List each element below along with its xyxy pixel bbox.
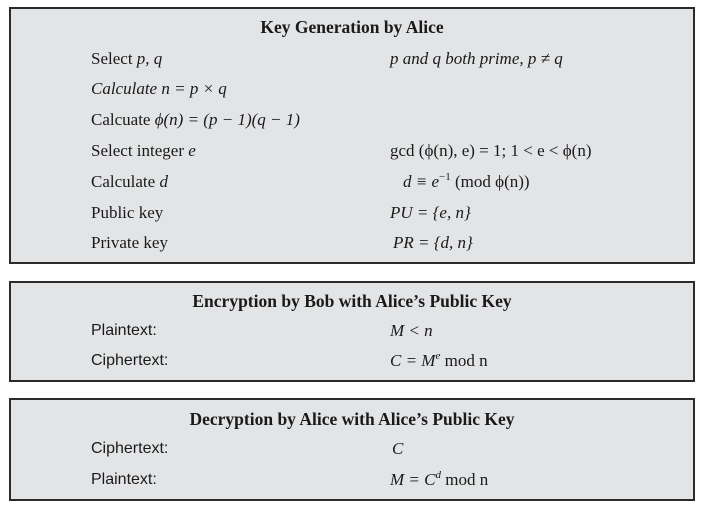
key-generation-title: Key Generation by Alice: [260, 17, 444, 37]
keygen-formula: PU = {e, n}: [390, 203, 471, 222]
keygen-label: Calculate d: [91, 172, 168, 191]
decryption-formula: M = Cd mod n: [390, 469, 489, 490]
keygen-row-calculate-phi: Calcuate ϕ(n) = (p − 1)(q − 1): [11, 110, 693, 132]
encryption-row-plaintext: Plaintext: M < n: [11, 321, 693, 343]
keygen-formula: p and q both prime, p ≠ q: [390, 49, 563, 68]
keygen-label: Select integer e: [91, 141, 196, 160]
keygen-label: Calcuate ϕ(n) = (p − 1)(q − 1): [91, 110, 300, 129]
decryption-label: Plaintext:: [91, 471, 157, 488]
keygen-label: Public key: [91, 203, 164, 222]
encryption-row-ciphertext: Ciphertext: C = Me mod n: [11, 351, 693, 373]
keygen-label: Private key: [91, 233, 168, 252]
keygen-label: Select p, q: [91, 49, 163, 68]
encryption-formula: M < n: [390, 321, 433, 340]
keygen-row-public-key: Public key PU = {e, n}: [11, 203, 693, 225]
decryption-label: Ciphertext:: [91, 440, 169, 457]
keygen-formula: gcd (ϕ(n), e) = 1; 1 < e < ϕ(n): [390, 141, 592, 160]
decryption-row-ciphertext: Ciphertext: C: [11, 439, 693, 461]
key-generation-panel: Key Generation by Alice Select p, q p an…: [9, 7, 695, 264]
decryption-title: Decryption by Alice with Alice’s Public …: [189, 409, 515, 429]
keygen-row-select-pq: Select p, q p and q both prime, p ≠ q: [11, 49, 693, 71]
keygen-formula: d ≡ e−1 (mod ϕ(n)): [403, 171, 530, 192]
decryption-row-plaintext: Plaintext: M = Cd mod n: [11, 470, 693, 492]
decryption-panel: Decryption by Alice with Alice’s Public …: [9, 398, 695, 501]
encryption-panel: Encryption by Bob with Alice’s Public Ke…: [9, 281, 695, 382]
keygen-formula: PR = {d, n}: [393, 233, 473, 252]
decryption-formula: C: [392, 439, 404, 458]
encryption-label: Ciphertext:: [91, 352, 169, 369]
keygen-row-select-e: Select integer e gcd (ϕ(n), e) = 1; 1 < …: [11, 141, 693, 163]
keygen-label: Calculate n = p × q: [91, 79, 227, 98]
keygen-row-calculate-n: Calculate n = p × q: [11, 79, 693, 101]
keygen-row-private-key: Private key PR = {d, n}: [11, 233, 693, 255]
encryption-title: Encryption by Bob with Alice’s Public Ke…: [192, 291, 512, 311]
encryption-label: Plaintext:: [91, 322, 157, 339]
keygen-row-calculate-d: Calculate d d ≡ e−1 (mod ϕ(n)): [11, 172, 693, 194]
encryption-formula: C = Me mod n: [390, 350, 488, 371]
